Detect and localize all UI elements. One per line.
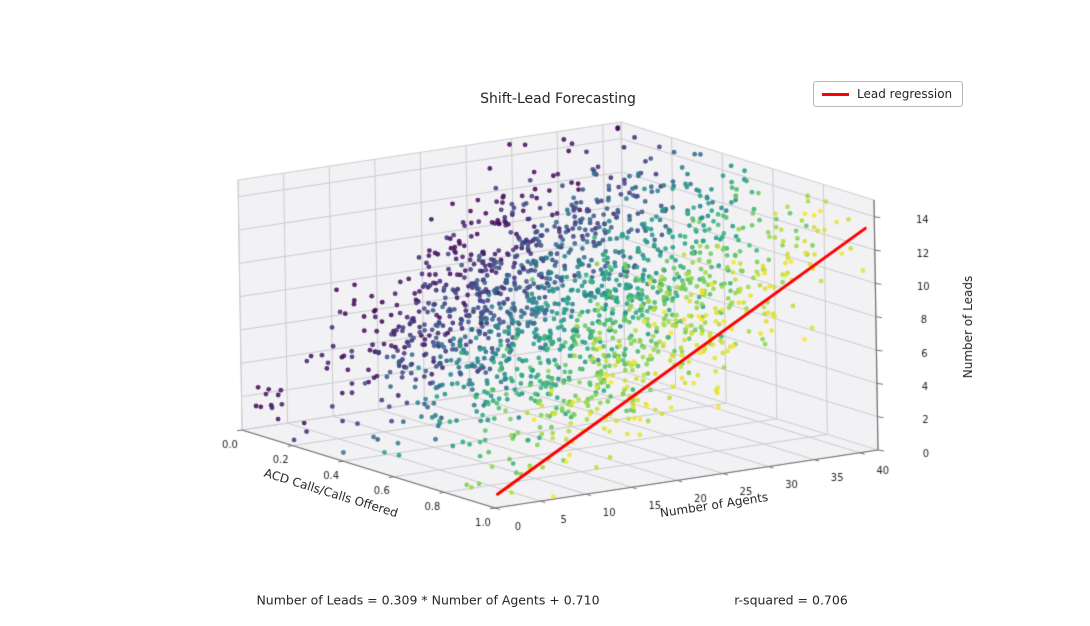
- legend-item-label: Lead regression: [857, 87, 953, 101]
- z-axis-label: Number of Leads: [961, 275, 975, 379]
- legend: Lead regression: [813, 81, 964, 107]
- chart-title: Shift-Lead Forecasting: [480, 91, 636, 107]
- equation-annotation: Number of Leads = 0.309 * Number of Agen…: [256, 592, 600, 608]
- regression-line-swatch: [822, 92, 849, 96]
- r-squared-annotation: r-squared = 0.706: [734, 592, 848, 608]
